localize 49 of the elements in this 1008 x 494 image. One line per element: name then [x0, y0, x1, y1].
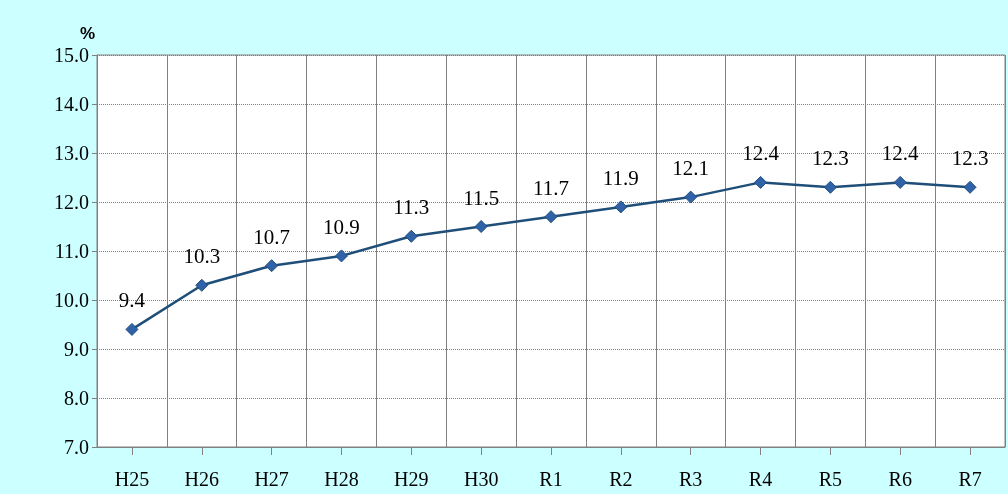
data-label: 10.3 [183, 244, 221, 269]
point [404, 229, 418, 243]
y-axis-title: % [80, 24, 96, 43]
x-tick-label: R5 [818, 468, 843, 490]
data-label: 11.9 [602, 165, 639, 190]
point [823, 180, 837, 194]
x-tick-label: R6 [888, 468, 912, 490]
point [893, 175, 907, 189]
point [614, 200, 628, 214]
x-tick-label: H25 [114, 468, 150, 490]
data-label: 12.3 [951, 146, 989, 171]
y-tick-label: 7.0 [64, 436, 89, 458]
y-tick-label: 13.0 [54, 142, 89, 164]
data-label: 11.7 [533, 175, 569, 200]
y-tick-label: 10.0 [54, 289, 89, 311]
point [265, 259, 279, 273]
y-tick-label: 11.0 [54, 240, 89, 262]
x-tick-label: R1 [539, 468, 563, 490]
point [334, 249, 348, 263]
x-tick-label: H28 [324, 468, 359, 490]
data-label: 10.7 [253, 224, 290, 249]
x-tick-label: R7 [958, 468, 982, 490]
data-label: 12.4 [742, 141, 780, 166]
data-label: 12.3 [812, 146, 849, 171]
x-tick-label: H27 [254, 468, 289, 490]
y-tick-label: 15.0 [54, 44, 89, 66]
x-tick-label: R2 [609, 468, 633, 490]
point [544, 210, 558, 224]
x-tick-label: H29 [394, 468, 429, 490]
data-label: 10.9 [323, 214, 360, 239]
y-tick-label: 12.0 [54, 191, 89, 213]
data-label: 11.5 [463, 185, 500, 210]
y-tick-label: 9.0 [64, 338, 89, 360]
x-tick-label: H26 [184, 468, 219, 490]
point [195, 278, 209, 292]
y-tick-label: 14.0 [54, 93, 89, 115]
point [125, 322, 139, 336]
x-tick-label: R3 [679, 468, 703, 490]
x-tick-label: H30 [463, 468, 499, 490]
y-tick-label: 8.0 [64, 387, 89, 409]
data-label: 12.1 [672, 156, 710, 181]
data-label: 9.4 [118, 288, 146, 313]
data-label: 11.3 [393, 195, 430, 220]
data-label: 12.4 [881, 141, 920, 166]
x-tick-label: R4 [748, 468, 773, 490]
point [474, 220, 488, 233]
point [963, 180, 977, 194]
point [684, 190, 698, 204]
point [754, 175, 768, 189]
